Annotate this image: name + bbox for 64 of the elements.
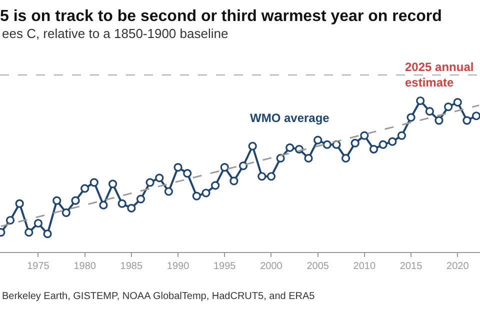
x-tick-label: 1980 xyxy=(74,261,96,272)
point xyxy=(118,199,126,208)
point xyxy=(71,196,80,205)
x-tick-label: 1975 xyxy=(27,261,50,272)
point xyxy=(220,163,229,172)
point xyxy=(350,138,360,148)
point xyxy=(127,204,136,212)
series-label: WMO average xyxy=(250,111,330,125)
point xyxy=(286,143,294,152)
point xyxy=(238,161,248,170)
text: 2025 annual estimate xyxy=(405,60,474,90)
point xyxy=(276,154,285,163)
point xyxy=(43,230,52,238)
x-tick-label: 1995 xyxy=(213,261,236,272)
point xyxy=(360,131,369,140)
point xyxy=(192,192,201,200)
x-tick-label: 1985 xyxy=(120,261,143,272)
point xyxy=(211,181,220,190)
point xyxy=(108,180,118,188)
point xyxy=(62,208,70,217)
point xyxy=(155,174,164,182)
x-tick-label: 2015 xyxy=(400,261,423,272)
point xyxy=(202,188,210,198)
point xyxy=(388,137,397,146)
point xyxy=(304,154,313,163)
point xyxy=(434,116,444,125)
point xyxy=(15,199,24,208)
point xyxy=(230,176,238,186)
point xyxy=(24,228,34,237)
point xyxy=(314,136,322,144)
x-tick-label: 2005 xyxy=(306,261,330,272)
point xyxy=(472,112,480,120)
point xyxy=(6,216,15,225)
point xyxy=(248,142,257,150)
point xyxy=(90,178,98,187)
point xyxy=(164,187,173,196)
point xyxy=(258,172,266,181)
x-tick-label: 2020 xyxy=(446,261,470,272)
point xyxy=(453,98,462,107)
point xyxy=(174,163,182,172)
point xyxy=(99,200,108,210)
point xyxy=(136,194,146,204)
point xyxy=(416,96,425,106)
point xyxy=(462,116,472,125)
text: Berkeley Earth, GISTEMP, NOAA GlobalTemp, HadCRUT5, and ERA5 xyxy=(2,291,316,302)
point xyxy=(80,184,90,193)
chart-subtitle: ees C, relative to a 1850-1900 baseline xyxy=(2,26,228,41)
point xyxy=(378,140,388,149)
point xyxy=(406,113,416,122)
point xyxy=(341,154,350,163)
point xyxy=(183,169,192,178)
x-tick-label: 1990 xyxy=(166,261,190,272)
point xyxy=(444,102,453,112)
point xyxy=(322,140,332,149)
point xyxy=(52,196,62,205)
point xyxy=(397,131,406,140)
point xyxy=(425,107,434,116)
point xyxy=(369,144,378,154)
x-tick-label: 2010 xyxy=(353,261,376,272)
chart-title: 5 is on track to be second or third warmest year on record xyxy=(0,8,442,25)
point xyxy=(266,172,276,181)
point xyxy=(146,178,154,187)
x-tick-label: 2000 xyxy=(260,261,283,272)
point xyxy=(34,218,43,228)
